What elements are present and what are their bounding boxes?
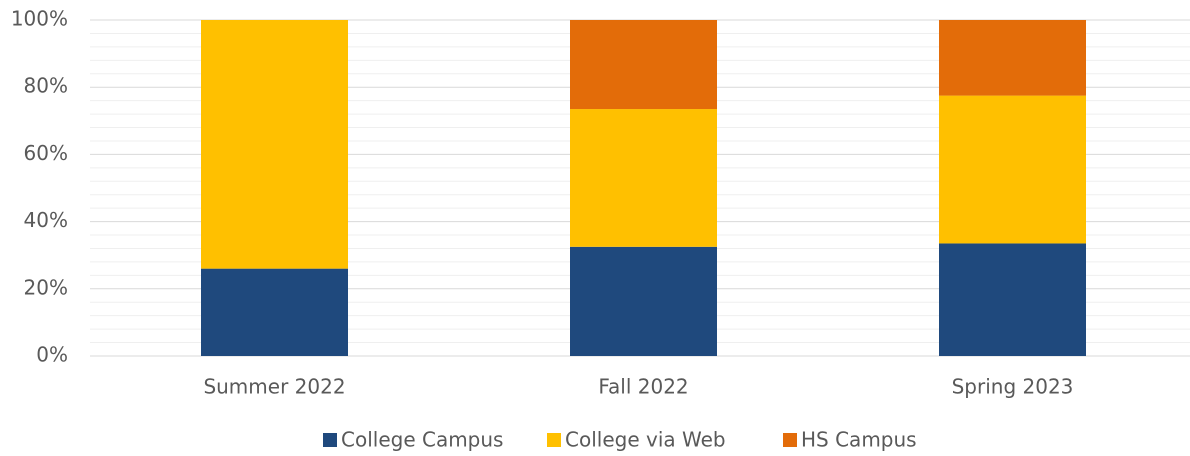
legend-label: College Campus xyxy=(341,428,503,452)
bar-segment xyxy=(939,243,1086,356)
bar-segment xyxy=(570,109,717,247)
bar-segment xyxy=(201,268,348,356)
bar-segment xyxy=(570,20,717,110)
y-tick-label: 20% xyxy=(24,275,68,299)
legend-label: HS Campus xyxy=(801,428,917,452)
y-tick-label: 100% xyxy=(11,7,68,31)
legend-label: College via Web xyxy=(565,428,726,452)
bar-segment xyxy=(201,20,348,269)
legend-swatch xyxy=(783,433,797,447)
x-tick-label: Summer 2022 xyxy=(203,375,345,399)
y-tick-label: 60% xyxy=(24,141,68,165)
bar-segment xyxy=(939,20,1086,96)
x-tick-label: Spring 2023 xyxy=(952,375,1074,399)
y-tick-label: 80% xyxy=(24,74,68,98)
y-tick-label: 40% xyxy=(24,208,68,232)
bar-segment xyxy=(939,95,1086,244)
legend-swatch xyxy=(547,433,561,447)
x-tick-label: Fall 2022 xyxy=(598,375,688,399)
bar-segment xyxy=(570,246,717,356)
legend-swatch xyxy=(323,433,337,447)
y-tick-label: 0% xyxy=(36,343,68,367)
